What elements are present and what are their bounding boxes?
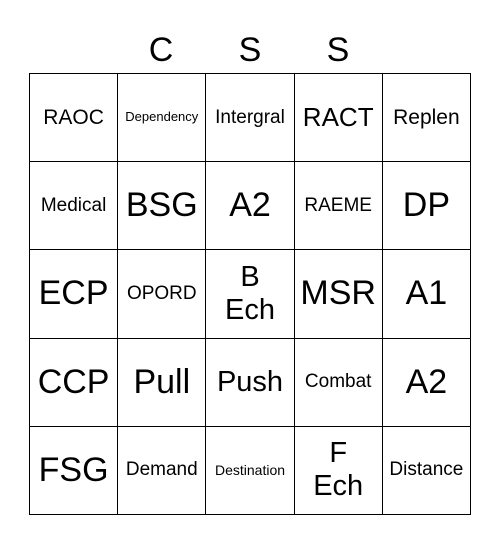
header-letter-3: S xyxy=(326,31,350,69)
bingo-cell[interactable]: MSR xyxy=(294,250,383,339)
bingo-cell[interactable]: Dependency xyxy=(118,74,207,163)
bingo-cell[interactable]: F Ech xyxy=(294,426,383,515)
bingo-cell[interactable]: FSG xyxy=(30,426,119,515)
header-letter-2: S xyxy=(238,31,262,69)
bingo-board: RAOC Dependency Intergral RACT Replen Me… xyxy=(29,73,471,515)
bingo-cell[interactable]: Pull xyxy=(118,338,207,427)
bingo-cell[interactable]: B Ech xyxy=(206,250,295,339)
bingo-cell[interactable]: Distance xyxy=(382,426,471,515)
bingo-cell[interactable]: A2 xyxy=(382,338,471,427)
bingo-cell[interactable]: A1 xyxy=(382,250,471,339)
bingo-cell[interactable]: Medical xyxy=(30,162,119,251)
header-letter-1: C xyxy=(148,31,174,69)
bingo-cell[interactable]: Demand xyxy=(118,426,207,515)
bingo-cell[interactable]: Replen xyxy=(382,74,471,163)
bingo-cell[interactable]: ECP xyxy=(30,250,119,339)
bingo-cell[interactable]: CCP xyxy=(30,338,119,427)
bingo-cell[interactable]: DP xyxy=(382,162,471,251)
bingo-cell[interactable]: BSG xyxy=(118,162,207,251)
bingo-cell[interactable]: RACT xyxy=(294,74,383,163)
bingo-cell[interactable]: Intergral xyxy=(206,74,295,163)
bingo-cell[interactable]: RAEME xyxy=(294,162,383,251)
bingo-header: C S S xyxy=(29,30,471,70)
bingo-cell[interactable]: A2 xyxy=(206,162,295,251)
bingo-cell[interactable]: Combat xyxy=(294,338,383,427)
bingo-cell[interactable]: Push xyxy=(206,338,295,427)
bingo-cell[interactable]: OPORD xyxy=(118,250,207,339)
bingo-cell[interactable]: RAOC xyxy=(30,74,119,163)
bingo-cell[interactable]: Destination xyxy=(206,426,295,515)
